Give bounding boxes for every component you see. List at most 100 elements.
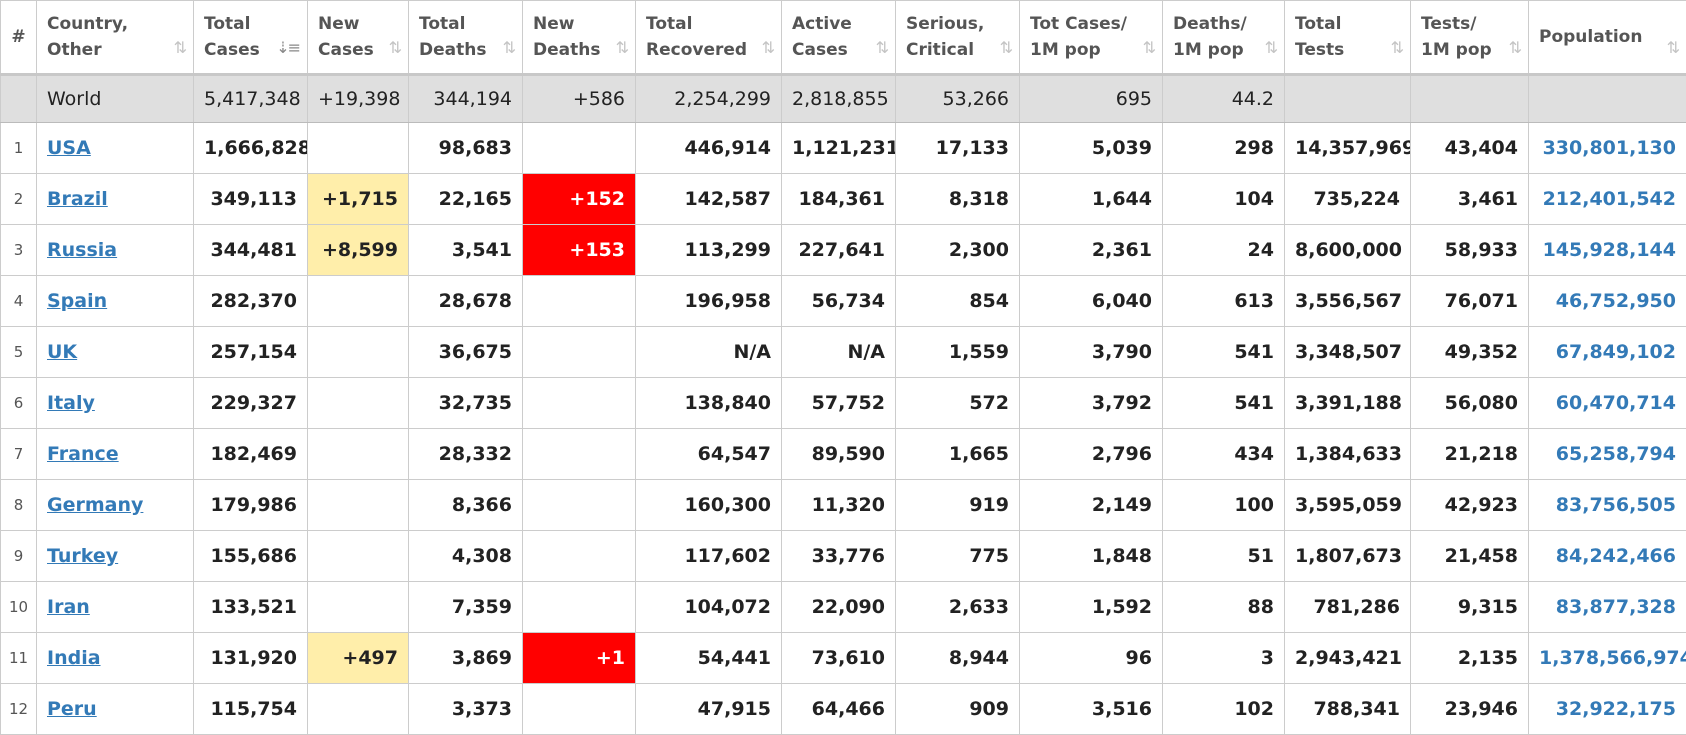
country-link[interactable]: Spain	[47, 290, 107, 312]
country-link[interactable]: UK	[47, 341, 77, 363]
cell-total-recovered: 196,958	[636, 276, 782, 327]
cell-new-cases	[308, 123, 409, 174]
cell-index: 3	[1, 225, 37, 276]
col-header-index[interactable]: #	[1, 1, 37, 75]
cell-new-cases: +497	[308, 633, 409, 684]
cell-active-cases: 22,090	[782, 582, 896, 633]
cell-index: 2	[1, 174, 37, 225]
cell-total-tests: 2,943,421	[1285, 633, 1411, 684]
country-link[interactable]: Brazil	[47, 188, 108, 210]
cell-cases-per-million: 3,792	[1020, 378, 1163, 429]
cell-serious-critical: 572	[896, 378, 1020, 429]
cell-total-tests	[1285, 75, 1411, 123]
cell-tests-per-million: 58,933	[1411, 225, 1529, 276]
cell-total-recovered: 104,072	[636, 582, 782, 633]
col-header-tests-per-million[interactable]: Tests/1M pop ⇅	[1411, 1, 1529, 75]
cell-serious-critical: 2,300	[896, 225, 1020, 276]
cell-total-cases: 229,327	[194, 378, 308, 429]
sort-icon: ⇅	[1000, 35, 1011, 61]
cell-new-cases	[308, 480, 409, 531]
cell-total-recovered: 54,441	[636, 633, 782, 684]
cell-serious-critical: 1,559	[896, 327, 1020, 378]
cell-total-cases: 349,113	[194, 174, 308, 225]
sort-icon: ⇅	[174, 35, 185, 61]
cell-deaths-per-million: 104	[1163, 174, 1285, 225]
cell-new-deaths: +1	[523, 633, 636, 684]
cell-total-recovered: 138,840	[636, 378, 782, 429]
country-link[interactable]: Peru	[47, 698, 97, 720]
cell-total-deaths: 3,541	[409, 225, 523, 276]
cell-total-cases: 282,370	[194, 276, 308, 327]
col-header-serious-critical[interactable]: Serious,Critical⇅	[896, 1, 1020, 75]
cell-cases-per-million: 6,040	[1020, 276, 1163, 327]
country-link[interactable]: France	[47, 443, 119, 465]
cell-country: Iran	[37, 582, 194, 633]
col-header-cases-per-million[interactable]: Tot Cases/1M pop⇅	[1020, 1, 1163, 75]
cell-new-deaths	[523, 378, 636, 429]
col-label: Tests/1M pop	[1421, 11, 1492, 63]
cell-tests-per-million: 76,071	[1411, 276, 1529, 327]
cell-new-deaths	[523, 327, 636, 378]
cell-total-recovered: 113,299	[636, 225, 782, 276]
cell-new-deaths: +153	[523, 225, 636, 276]
sort-icon: ⇅	[876, 35, 887, 61]
cell-index: 5	[1, 327, 37, 378]
cell-active-cases: 56,734	[782, 276, 896, 327]
sort-icon: ⇅	[1509, 35, 1520, 61]
cell-total-tests: 3,348,507	[1285, 327, 1411, 378]
cell-total-deaths: 3,869	[409, 633, 523, 684]
cell-cases-per-million: 3,790	[1020, 327, 1163, 378]
sort-icon: ⇅	[616, 35, 627, 61]
cell-tests-per-million: 43,404	[1411, 123, 1529, 174]
country-link[interactable]: Germany	[47, 494, 143, 516]
cell-total-deaths: 7,359	[409, 582, 523, 633]
country-link[interactable]: India	[47, 647, 101, 669]
cell-cases-per-million: 1,592	[1020, 582, 1163, 633]
cell-cases-per-million: 96	[1020, 633, 1163, 684]
country-link[interactable]: Turkey	[47, 545, 118, 567]
country-link[interactable]: Russia	[47, 239, 117, 261]
cell-deaths-per-million: 434	[1163, 429, 1285, 480]
cell-new-cases	[308, 429, 409, 480]
sort-icon: ⇅	[762, 35, 773, 61]
col-header-country[interactable]: Country,Other⇅	[37, 1, 194, 75]
country-link[interactable]: Italy	[47, 392, 95, 414]
cell-index: 9	[1, 531, 37, 582]
cell-population: 84,242,466	[1529, 531, 1686, 582]
country-link[interactable]: Iran	[47, 596, 90, 618]
cell-active-cases: 1,121,231	[782, 123, 896, 174]
cell-new-deaths	[523, 123, 636, 174]
cell-country: World	[37, 75, 194, 123]
country-link[interactable]: USA	[47, 137, 91, 159]
cell-serious-critical: 919	[896, 480, 1020, 531]
cell-population: 330,801,130	[1529, 123, 1686, 174]
cell-new-deaths	[523, 480, 636, 531]
cell-total-deaths: 32,735	[409, 378, 523, 429]
cell-tests-per-million: 9,315	[1411, 582, 1529, 633]
cell-index: 1	[1, 123, 37, 174]
cell-population: 60,470,714	[1529, 378, 1686, 429]
col-header-population[interactable]: Population⇅	[1529, 1, 1686, 75]
cell-total-recovered: 2,254,299	[636, 75, 782, 123]
col-header-deaths-per-million[interactable]: Deaths/1M pop⇅	[1163, 1, 1285, 75]
col-label: Tot Cases/1M pop	[1030, 11, 1127, 63]
cell-total-deaths: 28,332	[409, 429, 523, 480]
cell-index: 7	[1, 429, 37, 480]
